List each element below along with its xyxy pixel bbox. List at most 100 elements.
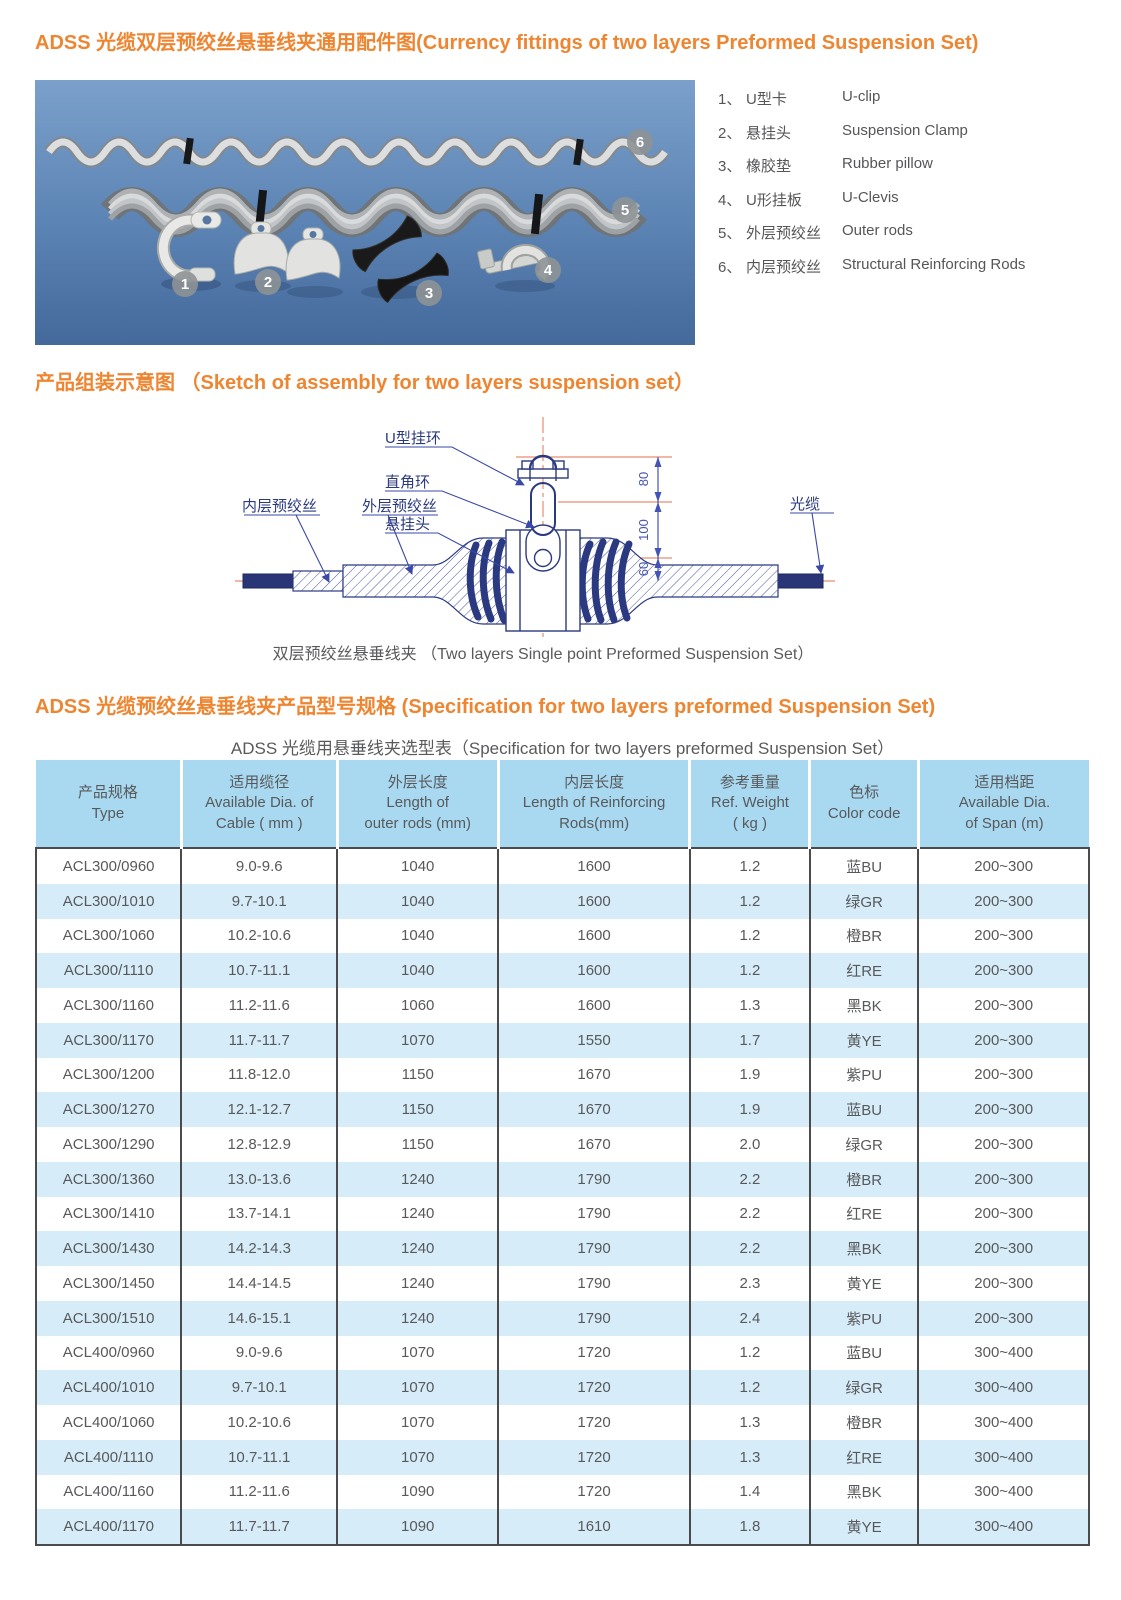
- table-cell: 1790: [497, 1231, 690, 1266]
- legend-item-name-en: U-Clevis: [842, 188, 899, 206]
- legend-item-number: 3、: [718, 158, 742, 175]
- table-cell: 1070: [336, 1439, 499, 1475]
- table-cell: 1.2: [688, 918, 810, 954]
- table-cell: 2.0: [688, 1127, 810, 1162]
- label-u-link: U型挂环: [385, 430, 441, 447]
- table-cell: 1600: [497, 953, 690, 988]
- spec-table-wrap: 产品规格 Type 适用缆径 Available Dia. of Cable ( …: [34, 760, 1090, 1546]
- svg-text:4: 4: [544, 262, 553, 279]
- table-cell: 1720: [497, 1370, 690, 1405]
- table-cell: ACL300/1450: [34, 1266, 182, 1301]
- table-cell: 1.9: [688, 1057, 810, 1093]
- legend-item: 6、 内层预绞丝 Structural Reinforcing Rods: [718, 256, 1098, 290]
- svg-text:5: 5: [621, 202, 629, 219]
- table-cell: 10.2-10.6: [180, 918, 338, 954]
- table-cell: 1090: [336, 1509, 499, 1546]
- table-cell: 1610: [497, 1509, 690, 1546]
- table-cell: 1.2: [688, 848, 810, 884]
- table-cell: 1.2: [688, 1370, 810, 1405]
- table-cell: 10.7-11.1: [180, 1439, 338, 1475]
- table-cell: 1670: [497, 1057, 690, 1093]
- table-cell: ACL300/1160: [34, 988, 182, 1023]
- table-cell: 1670: [497, 1127, 690, 1162]
- table-cell: 蓝BU: [808, 1092, 919, 1127]
- dimension-60: 60: [636, 562, 651, 576]
- table-cell: 紫PU: [808, 1057, 919, 1093]
- structural-reinforcing-rod-photo: [44, 136, 670, 168]
- table-cell: ACL400/1170: [34, 1509, 182, 1546]
- legend-item-name-en: Structural Reinforcing Rods: [842, 255, 1026, 273]
- table-cell: 1790: [497, 1161, 690, 1197]
- table-cell: 1600: [497, 848, 690, 884]
- table-row: ACL300/1170 11.7-11.7 1070 1550 1.7 黄YE 200~30…: [34, 1022, 1090, 1058]
- badge-6: 6: [627, 129, 653, 155]
- table-cell: ACL300/1060: [34, 918, 182, 954]
- svg-text:2: 2: [264, 274, 272, 291]
- table-cell: 绿GR: [808, 1370, 919, 1405]
- table-cell: 1720: [497, 1335, 690, 1371]
- table-cell: 300~400: [917, 1474, 1090, 1510]
- table-cell: ACL400/1010: [34, 1370, 182, 1405]
- badge-4: 4: [535, 257, 561, 283]
- table-cell: ACL300/0960: [34, 848, 182, 884]
- table-cell: 2.2: [688, 1231, 810, 1266]
- label-right-angle-ring: 直角环: [385, 474, 430, 491]
- table-row: ACL300/0960 9.0-9.6 1040 1600 1.2 蓝BU 200~300: [34, 848, 1090, 884]
- table-cell: 绿GR: [808, 883, 919, 919]
- table-cell: 200~300: [917, 1161, 1090, 1197]
- legend-item-name-cn: U形挂板: [746, 191, 802, 209]
- table-cell: 橙BR: [808, 1405, 919, 1440]
- table-cell: 9.7-10.1: [180, 883, 338, 919]
- legend-item-number: 4、: [718, 191, 742, 209]
- table-cell: 1.7: [688, 1022, 810, 1058]
- table-cell: 200~300: [917, 1196, 1090, 1232]
- legend-item: 2、 悬挂头 Suspension Clamp: [718, 122, 1098, 156]
- table-cell: 1720: [497, 1405, 690, 1440]
- table-cell: 黄YE: [808, 1266, 919, 1301]
- table-cell: 10.2-10.6: [180, 1405, 338, 1440]
- table-row: ACL400/1110 10.7-11.1 1070 1720 1.3 红RE 300~40…: [34, 1439, 1090, 1475]
- spec-section-heading: ADSS 光缆预绞丝悬垂线夹产品型号规格 (Specification for …: [35, 696, 936, 718]
- table-cell: 200~300: [917, 1300, 1090, 1336]
- table-cell: 绿GR: [808, 1127, 919, 1162]
- table-cell: 200~300: [917, 1022, 1090, 1058]
- label-cable: 光缆: [790, 496, 820, 513]
- table-row: ACL400/1010 9.7-10.1 1070 1720 1.2 绿GR 300~400: [34, 1370, 1090, 1405]
- svg-text:6: 6: [636, 134, 644, 151]
- svg-text:3: 3: [425, 285, 433, 302]
- label-inner-rods: 内层预绞丝: [242, 498, 317, 515]
- table-cell: 1.3: [688, 1405, 810, 1440]
- table-cell: 11.7-11.7: [180, 1022, 338, 1058]
- table-cell: 1090: [336, 1474, 499, 1510]
- badge-1: 1: [172, 271, 198, 297]
- table-cell: 1.3: [688, 988, 810, 1023]
- table-cell: 红RE: [808, 1196, 919, 1232]
- diagram-caption: 双层预绞丝悬垂线夹 （Two layers Single point Prefo…: [272, 646, 814, 663]
- table-cell: 200~300: [917, 1092, 1090, 1127]
- table-cell: 1.4: [688, 1474, 810, 1510]
- table-cell: 1240: [336, 1231, 499, 1266]
- cable-left-drawing: [242, 573, 294, 589]
- table-cell: ACL300/1510: [34, 1300, 182, 1336]
- legend-item-name-en: Outer rods: [842, 222, 913, 239]
- table-row: ACL300/1450 14.4-14.5 1240 1790 2.3 黄YE 200~30…: [34, 1266, 1090, 1301]
- table-cell: ACL300/1200: [34, 1057, 182, 1093]
- table-cell: 9.7-10.1: [180, 1370, 338, 1405]
- table-cell: 1720: [497, 1439, 690, 1475]
- table-row: ACL300/1110 10.7-11.1 1040 1600 1.2 红RE 200~30…: [34, 953, 1090, 988]
- right-angle-ring-drawing: [530, 482, 556, 536]
- table-cell: 橙BR: [808, 1161, 919, 1197]
- table-cell: ACL300/1170: [34, 1022, 182, 1058]
- table-cell: 黑BK: [808, 988, 919, 1023]
- table-cell: ACL300/1410: [34, 1196, 182, 1232]
- dimension-80: 80: [636, 472, 651, 486]
- table-cell: 14.2-14.3: [180, 1231, 338, 1266]
- table-cell: ACL300/1360: [34, 1161, 182, 1197]
- table-cell: 200~300: [917, 883, 1090, 919]
- table-cell: 1.8: [688, 1509, 810, 1546]
- table-cell: 2.2: [688, 1161, 810, 1197]
- suspension-clamp-drawing: [505, 454, 581, 632]
- page-title: ADSS 光缆双层预绞丝悬垂线夹通用配件图(Currency fittings …: [35, 32, 979, 54]
- legend-item-number: 5、: [718, 225, 742, 242]
- rubber-pillow-photo: [352, 215, 449, 304]
